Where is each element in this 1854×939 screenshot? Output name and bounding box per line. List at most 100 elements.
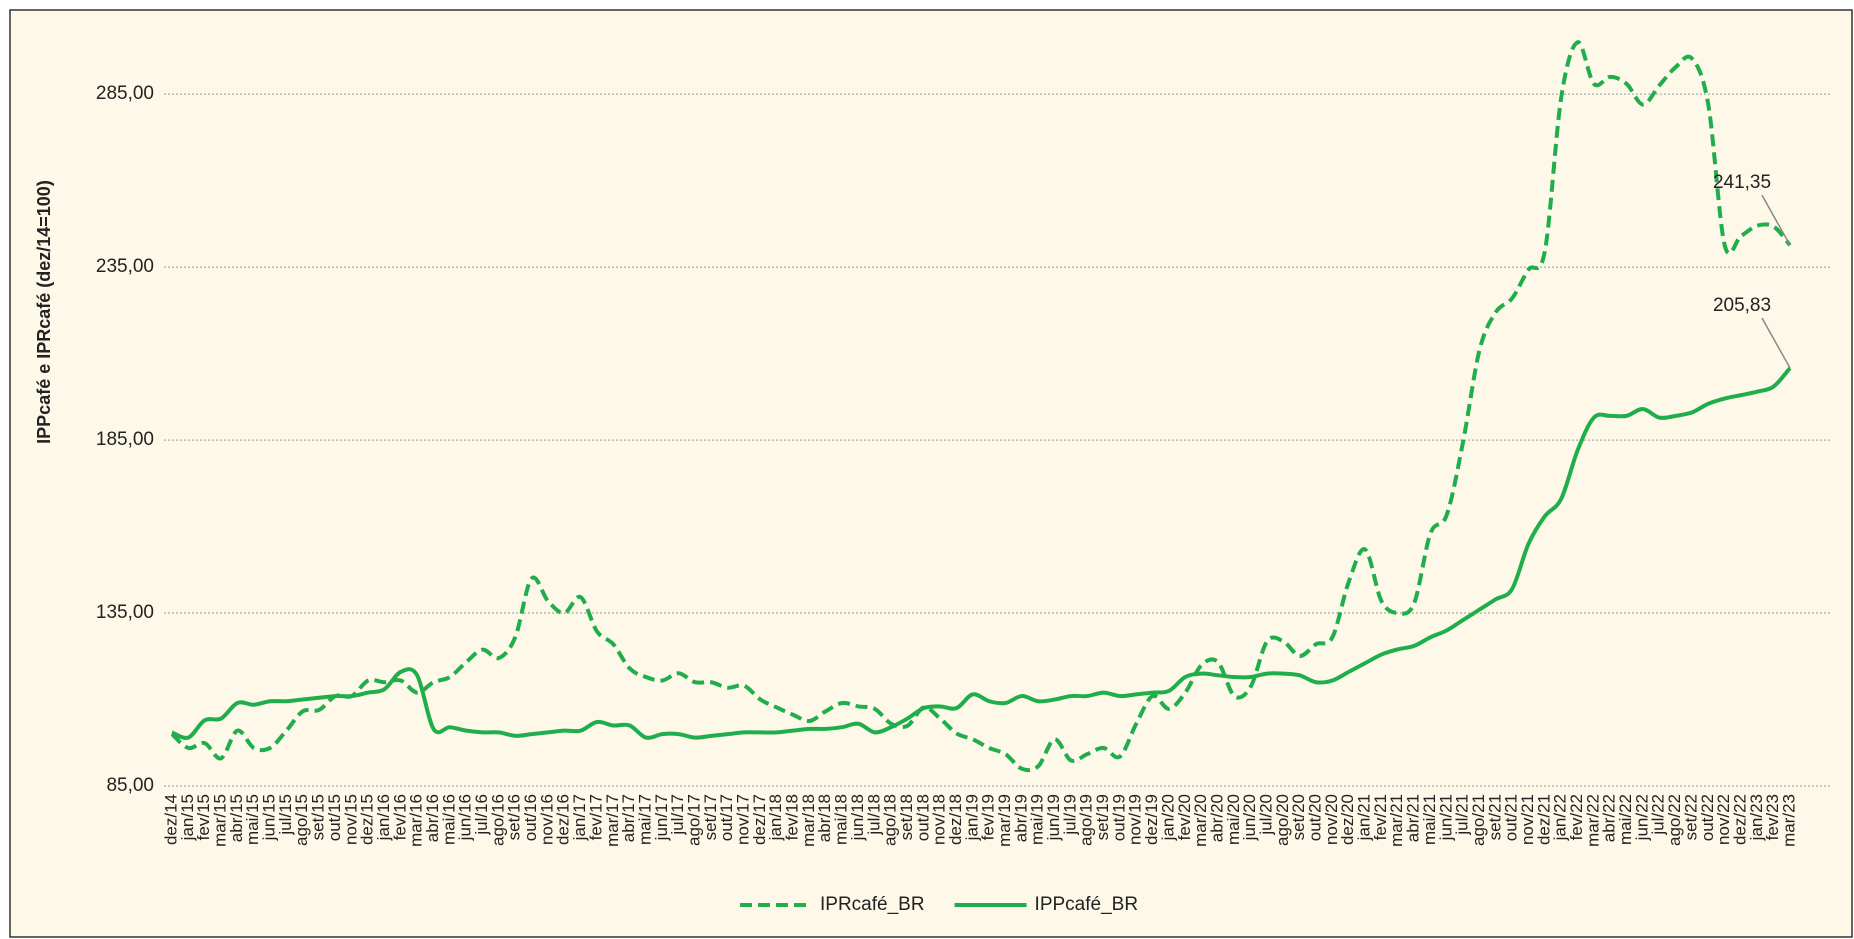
x-tick-label: dez/19 [1142, 794, 1161, 845]
x-tick-label: abr/22 [1600, 794, 1619, 842]
y-tick-label: 285,00 [96, 83, 154, 104]
x-tick-label: jan/15 [178, 794, 197, 841]
x-tick-label: mar/21 [1387, 794, 1406, 847]
x-tick-label: ago/16 [488, 794, 507, 846]
x-tick-label: set/18 [897, 794, 916, 840]
x-tick-label: set/19 [1093, 794, 1112, 840]
x-tick-label: fev/20 [1175, 794, 1194, 840]
x-tick-label: jun/22 [1632, 794, 1651, 841]
x-tick-label: jan/18 [766, 794, 785, 841]
x-tick-label: mar/15 [211, 794, 230, 847]
x-tick-label: ago/19 [1077, 794, 1096, 846]
legend-label: IPPcafé_BR [1035, 894, 1139, 915]
chart-frame [9, 9, 1853, 938]
x-tick-label: fev/15 [194, 794, 213, 840]
x-tick-label: jun/16 [456, 794, 475, 841]
x-tick-label: nov/22 [1714, 794, 1733, 845]
x-tick-label: jan/16 [374, 794, 393, 841]
x-tick-label: set/20 [1289, 794, 1308, 840]
x-tick-label: jun/21 [1436, 794, 1455, 841]
x-tick-label: out/19 [1109, 794, 1128, 841]
x-tick-label: jan/23 [1747, 794, 1766, 841]
x-tick-label: ago/15 [292, 794, 311, 846]
legend-label: IPRcafé_BR [820, 894, 925, 915]
x-tick-label: out/22 [1698, 794, 1717, 841]
x-tick-label: mai/20 [1224, 794, 1243, 845]
x-tick-label: dez/17 [750, 794, 769, 845]
x-tick-label: dez/16 [554, 794, 573, 845]
x-tick-label: jul/22 [1649, 794, 1668, 836]
x-tick-label: jul/19 [1060, 794, 1079, 836]
x-tick-label: fev/21 [1371, 794, 1390, 840]
x-tick-label: mai/19 [1028, 794, 1047, 845]
x-tick-label: nov/19 [1126, 794, 1145, 845]
x-tick-label: dez/22 [1730, 794, 1749, 845]
x-tick-label: mar/19 [995, 794, 1014, 847]
x-tick-label: ago/20 [1273, 794, 1292, 846]
x-tick-label: abr/15 [227, 794, 246, 842]
x-tick-label: jan/20 [1158, 794, 1177, 841]
x-tick-label: mai/16 [439, 794, 458, 845]
data-label: 205,83 [1713, 295, 1771, 316]
x-tick-label: jul/20 [1256, 794, 1275, 836]
x-tick-label: set/22 [1681, 794, 1700, 840]
x-tick-label: out/16 [521, 794, 540, 841]
x-tick-label: dez/15 [358, 794, 377, 845]
x-tick-label: nov/17 [734, 794, 753, 845]
line-series [171, 366, 1792, 740]
x-tick-label: mar/16 [407, 794, 426, 847]
x-tick-label: dez/20 [1338, 794, 1357, 845]
x-tick-label: jun/17 [652, 794, 671, 841]
x-tick-label: jul/17 [668, 794, 687, 836]
x-tick-label: abr/20 [1207, 794, 1226, 842]
x-tick-label: set/17 [701, 794, 720, 840]
x-tick-label: mar/20 [1191, 794, 1210, 847]
x-tick-label: jul/16 [472, 794, 491, 836]
x-tick-label: nov/21 [1518, 794, 1537, 845]
x-tick-label: mar/17 [603, 794, 622, 847]
x-tick-label: nov/18 [930, 794, 949, 845]
x-tick-label: jun/20 [1240, 794, 1259, 841]
x-tick-label: ago/18 [881, 794, 900, 846]
x-tick-label: nov/15 [341, 794, 360, 845]
x-tick-label: out/18 [913, 794, 932, 841]
data-label: 241,35 [1713, 172, 1771, 193]
x-tick-label: dez/14 [161, 794, 180, 845]
x-tick-label: fev/23 [1763, 794, 1782, 840]
x-tick-label: jul/21 [1453, 794, 1472, 836]
line-series [170, 40, 1792, 773]
x-tick-label: fev/17 [586, 794, 605, 840]
y-tick-label: 235,00 [96, 256, 154, 277]
x-tick-label: abr/16 [423, 794, 442, 842]
x-tick-label: abr/17 [619, 794, 638, 842]
x-tick-label: out/20 [1306, 794, 1325, 841]
x-tick-label: abr/21 [1404, 794, 1423, 842]
x-tick-label: jun/18 [848, 794, 867, 841]
x-tick-label: jan/19 [962, 794, 981, 841]
x-tick-label: jul/15 [276, 794, 295, 836]
x-tick-label: ago/21 [1469, 794, 1488, 846]
x-tick-label: set/16 [505, 794, 524, 840]
x-tick-label: jun/19 [1044, 794, 1063, 841]
x-tick-label: fev/22 [1567, 794, 1586, 840]
x-tick-label: abr/19 [1011, 794, 1030, 842]
x-tick-label: mai/15 [243, 794, 262, 845]
label-leader [1761, 194, 1791, 246]
y-tick-label: 135,00 [96, 602, 154, 623]
x-tick-label: mai/17 [635, 794, 654, 845]
y-tick-label: 85,00 [106, 775, 154, 796]
y-axis-title: IPPcafé e IPRcafé (dez/14=100) [34, 180, 54, 444]
x-tick-label: fev/18 [783, 794, 802, 840]
x-tick-label: out/15 [325, 794, 344, 841]
x-tick-label: fev/19 [979, 794, 998, 840]
label-leader [1761, 317, 1791, 369]
x-tick-label: mar/23 [1779, 794, 1798, 847]
x-tick-label: mar/22 [1583, 794, 1602, 847]
x-tick-label: mar/18 [799, 794, 818, 847]
x-tick-label: jul/18 [864, 794, 883, 836]
x-tick-label: out/21 [1502, 794, 1521, 841]
x-tick-label: jun/15 [260, 794, 279, 841]
x-tick-label: out/17 [717, 794, 736, 841]
x-tick-label: jan/17 [570, 794, 589, 841]
